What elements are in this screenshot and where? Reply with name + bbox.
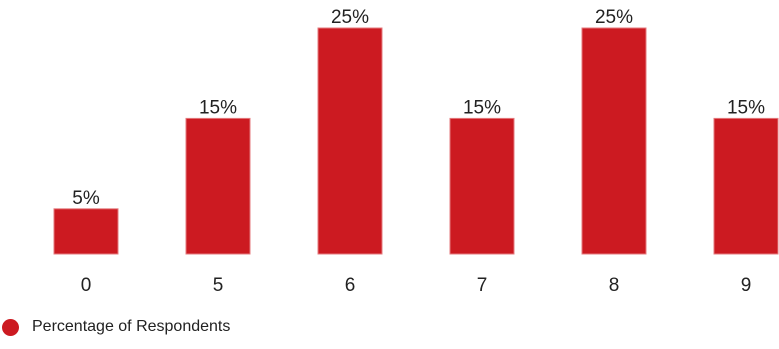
data-label-5: 15% (199, 97, 237, 118)
bar-0 (53, 208, 119, 255)
bar-8 (581, 27, 647, 255)
x-tick-label-9: 9 (741, 275, 752, 296)
x-tick-group: 0 5 6 7 8 9 (81, 275, 752, 296)
x-tick-label-7: 7 (477, 275, 488, 296)
legend-swatch (2, 318, 19, 336)
x-tick-label-0: 0 (81, 275, 92, 296)
bar-5 (185, 117, 251, 255)
x-tick-label-8: 8 (609, 275, 620, 296)
bar-6 (317, 27, 383, 255)
data-label-7: 15% (463, 97, 501, 118)
data-label-0: 5% (72, 188, 100, 209)
data-label-8: 25% (595, 7, 633, 28)
data-label-group: 5% 15% 25% 15% 25% 15% (72, 7, 765, 209)
x-tick-label-5: 5 (213, 275, 224, 296)
data-label-9: 15% (727, 97, 765, 118)
legend: Percentage of Respondents (2, 318, 230, 336)
bar-9 (713, 117, 779, 255)
data-label-6: 25% (331, 7, 369, 28)
x-tick-label-6: 6 (345, 275, 356, 296)
bar-7 (449, 117, 515, 255)
legend-label: Percentage of Respondents (32, 318, 231, 335)
bar-group (53, 27, 779, 255)
